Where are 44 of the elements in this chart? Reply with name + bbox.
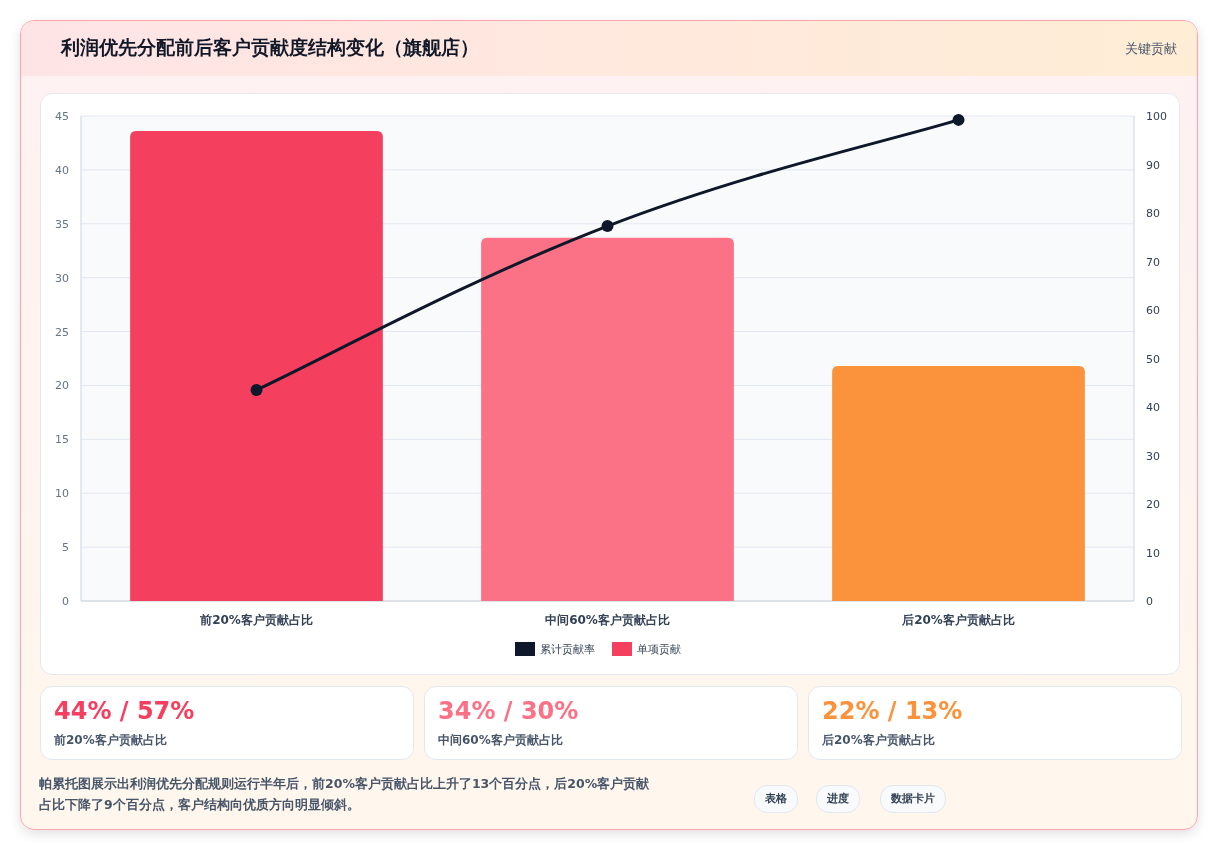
text: 中间60%客户贡献占比 [438, 732, 563, 749]
text: 34% / 30% [438, 697, 579, 725]
bar [130, 131, 383, 601]
text: 进度 [816, 785, 860, 813]
y2-tick-label: 30 [1146, 449, 1160, 463]
y-tick-label: 5 [62, 541, 69, 555]
y2-tick-label: 80 [1146, 207, 1160, 220]
bar [481, 237, 734, 601]
text: 表格 [754, 785, 798, 813]
x-tick-label: 后20%客户贡献占比 [901, 613, 1015, 627]
x-tick-label: 前20%客户贡献占比 [199, 613, 313, 627]
text: 22% / 13% [822, 697, 963, 725]
text: 关键贡献 [1125, 40, 1177, 58]
y2-tick-label: 90 [1146, 158, 1160, 172]
text: 后20%客户贡献占比 [822, 732, 935, 749]
y2-tick-label: 60 [1146, 304, 1160, 317]
y-tick-label: 45 [55, 110, 69, 123]
text: 44% / 57% [54, 697, 195, 725]
y2-tick-label: 70 [1146, 255, 1160, 269]
y-tick-label: 25 [55, 325, 69, 339]
y-tick-label: 0 [62, 595, 69, 608]
point [952, 113, 965, 126]
x-tick-label: 中间60%客户贡献占比 [545, 613, 670, 627]
y2-tick-label: 20 [1146, 498, 1160, 511]
legend-label: 累计贡献率 [540, 643, 595, 656]
y-tick-label: 10 [55, 487, 69, 501]
y-tick-label: 30 [55, 271, 69, 285]
y2-tick-label: 100 [1146, 110, 1167, 123]
text: 帕累托图展示出利润优先分配规则运行半年后，前20%客户贡献占比上升了13个百分点，后20%客户贡献占比下降了9个百分点，客户结构向优质方向明显倾斜。 [39, 775, 651, 814]
y-tick-label: 15 [55, 433, 69, 447]
text: 前20%客户贡献占比 [54, 732, 167, 749]
chart-title: 利润优先分配前后客户贡献度结构变化（旗舰店） [61, 35, 479, 60]
y-tick-label: 20 [55, 379, 69, 393]
bar [832, 366, 1085, 601]
text: 数据卡片 [880, 785, 946, 813]
point [250, 384, 263, 397]
y2-tick-label: 40 [1146, 401, 1160, 414]
point [601, 220, 614, 233]
y2-tick-label: 0 [1146, 595, 1153, 608]
legend-label: 单项贡献 [637, 643, 681, 656]
y2-tick-label: 10 [1146, 546, 1160, 560]
y-tick-label: 35 [55, 217, 69, 231]
y2-tick-label: 50 [1146, 352, 1160, 366]
y-tick-label: 40 [55, 163, 69, 177]
